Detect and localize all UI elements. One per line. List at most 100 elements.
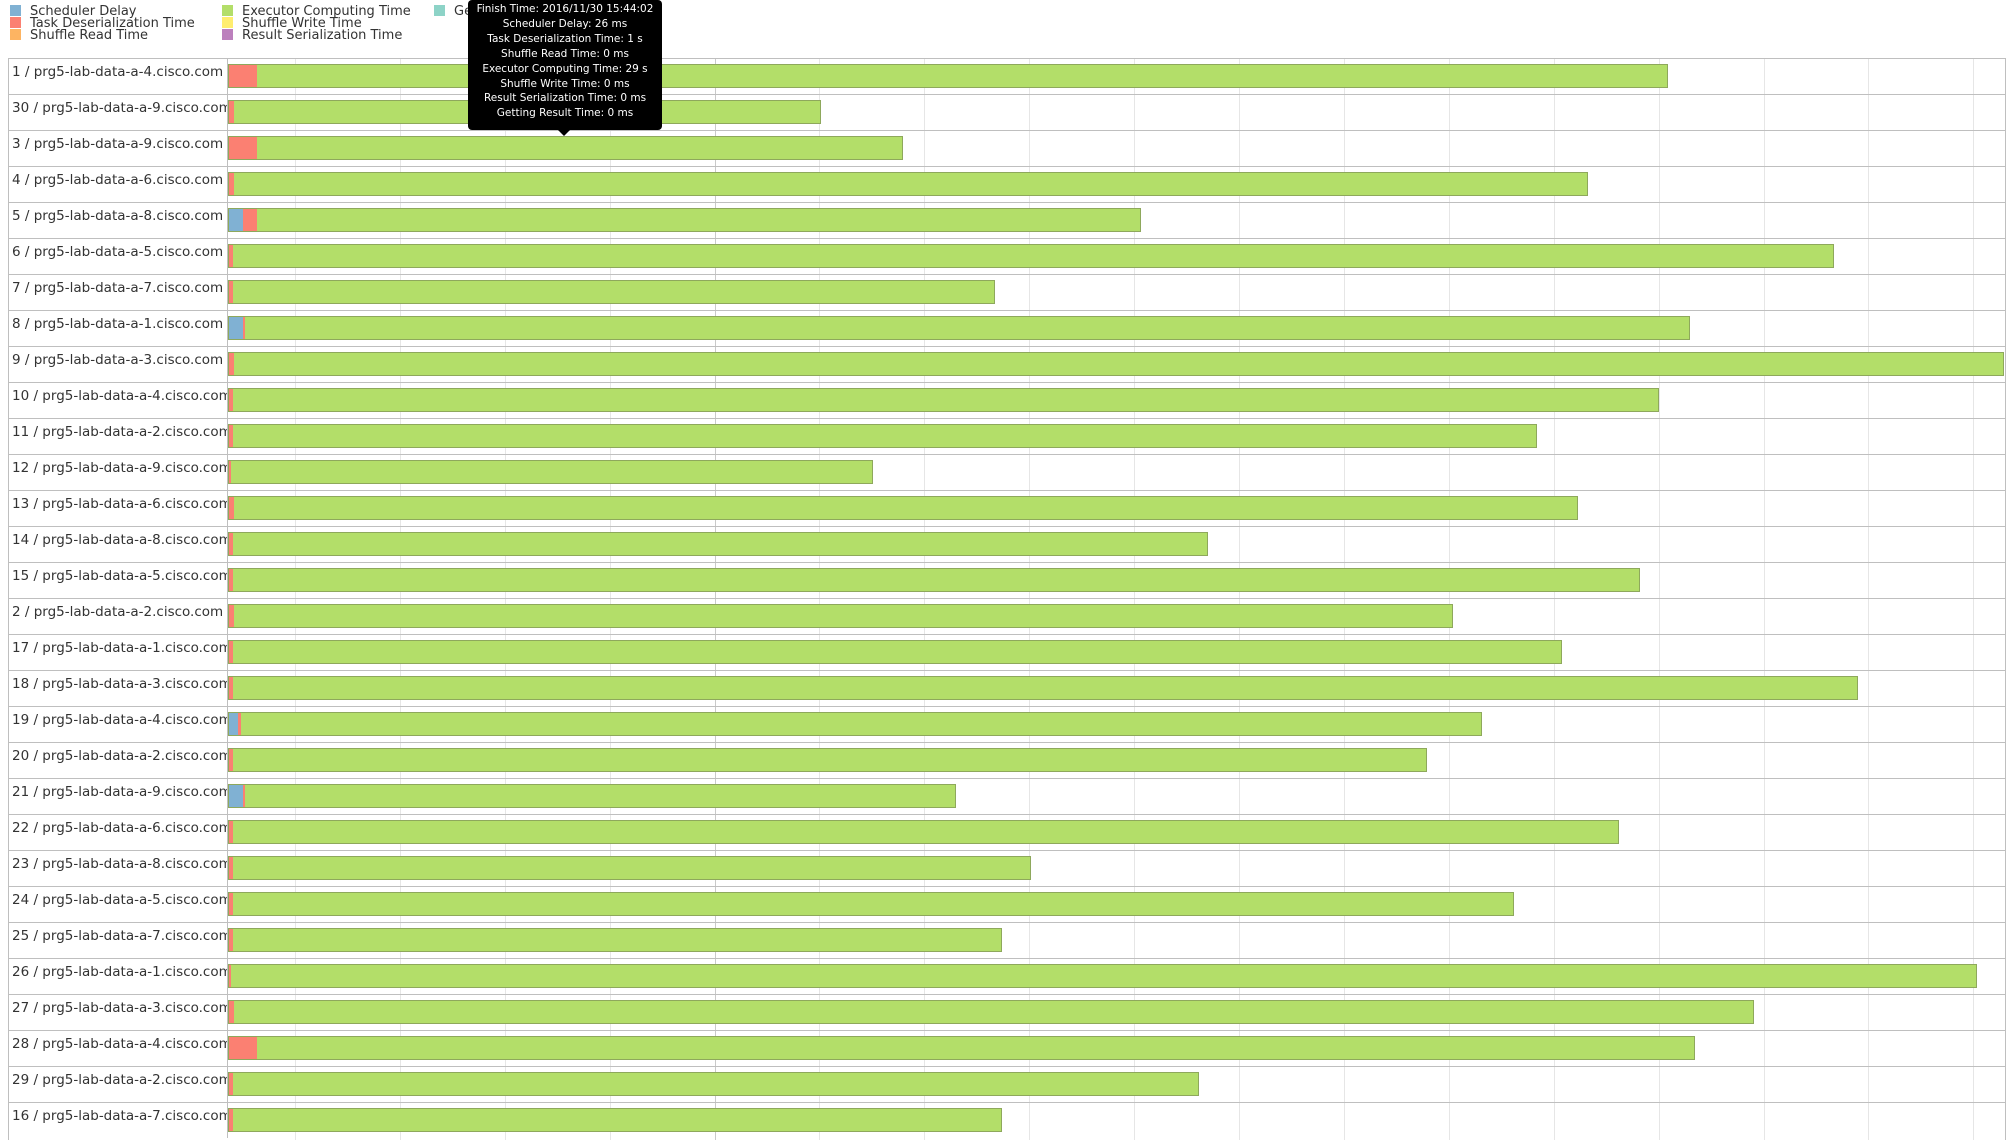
task-row-track — [228, 419, 2006, 454]
executor-computing-segment — [232, 1109, 1001, 1131]
legend-swatch-icon — [222, 5, 233, 16]
task-bar[interactable] — [228, 496, 1578, 520]
task-deserialization-segment — [229, 677, 233, 699]
timeline-gridline — [400, 58, 401, 1140]
task-timeline[interactable]: 1 / prg5-lab-data-a-4.cisco.com 30 / prg5… — [8, 58, 2006, 1140]
task-row: 3 / prg5-lab-data-a-9.cisco.com — [8, 130, 2006, 166]
task-bar[interactable] — [228, 352, 2004, 376]
task-deserialization-segment — [243, 209, 258, 231]
task-bar[interactable] — [228, 244, 1834, 268]
task-deserialization-segment — [229, 101, 235, 123]
task-row-label: 9 / prg5-lab-data-a-3.cisco.com — [8, 347, 228, 382]
task-row-label: 20 / prg5-lab-data-a-2.cisco.com — [8, 743, 228, 778]
task-bar[interactable] — [228, 136, 903, 160]
task-deserialization-segment — [229, 929, 233, 951]
timeline-gridline — [924, 58, 925, 1140]
executor-computing-segment — [230, 965, 1976, 987]
task-deserialization-segment — [229, 461, 231, 483]
task-row: 16 / prg5-lab-data-a-7.cisco.com — [8, 1102, 2006, 1138]
task-deserialization-segment — [237, 713, 242, 735]
task-bar[interactable] — [228, 568, 1640, 592]
task-bar[interactable] — [228, 712, 1482, 736]
task-row-track — [228, 671, 2006, 706]
task-row: 2 / prg5-lab-data-a-2.cisco.com — [8, 598, 2006, 634]
legend-item: Task Deserialization Time — [10, 16, 195, 31]
timeline-gridline — [505, 58, 506, 1140]
task-row-label: 13 / prg5-lab-data-a-6.cisco.com — [8, 491, 228, 526]
task-bar[interactable] — [228, 316, 1690, 340]
task-bar[interactable] — [228, 424, 1537, 448]
executor-computing-segment — [257, 1037, 1694, 1059]
task-row-label: 28 / prg5-lab-data-a-4.cisco.com — [8, 1031, 228, 1066]
task-bar[interactable] — [228, 928, 1002, 952]
task-row-track — [228, 779, 2006, 814]
legend-item: Scheduler Delay — [10, 4, 137, 19]
executor-computing-segment — [232, 821, 1618, 843]
task-row-track — [228, 167, 2006, 202]
task-row-track — [228, 455, 2006, 490]
task-row-label: 3 / prg5-lab-data-a-9.cisco.com — [8, 131, 228, 166]
task-row: 7 / prg5-lab-data-a-7.cisco.com — [8, 274, 2006, 310]
legend-item: Shuffle Read Time — [10, 28, 148, 43]
legend-label: Shuffle Read Time — [30, 28, 149, 43]
task-row-track — [228, 995, 2006, 1030]
task-row-label: 2 / prg5-lab-data-a-2.cisco.com — [8, 599, 228, 634]
task-bar[interactable] — [228, 1000, 1754, 1024]
task-row-track — [228, 563, 2006, 598]
task-bar[interactable] — [228, 64, 1668, 88]
timeline-gridline — [1134, 58, 1135, 1140]
task-deserialization-segment — [229, 353, 235, 375]
task-bar[interactable] — [228, 280, 995, 304]
task-row-track — [228, 815, 2006, 850]
task-row-track — [228, 1031, 2006, 1066]
task-row: 23 / prg5-lab-data-a-8.cisco.com — [8, 850, 2006, 886]
task-row-label: 30 / prg5-lab-data-a-9.cisco.com — [8, 95, 228, 130]
task-bar[interactable] — [228, 784, 956, 808]
task-row: 20 / prg5-lab-data-a-2.cisco.com — [8, 742, 2006, 778]
timeline-gridline — [1344, 58, 1345, 1140]
task-bar[interactable] — [228, 388, 1659, 412]
task-bar[interactable] — [228, 676, 1858, 700]
task-bar[interactable] — [228, 460, 873, 484]
task-row: 11 / prg5-lab-data-a-2.cisco.com — [8, 418, 2006, 454]
task-row: 1 / prg5-lab-data-a-4.cisco.com — [8, 58, 2006, 94]
task-row: 26 / prg5-lab-data-a-1.cisco.com — [8, 958, 2006, 994]
task-row-label: 8 / prg5-lab-data-a-1.cisco.com — [8, 311, 228, 346]
legend-label: Shuffle Write Time — [242, 16, 362, 31]
task-row-track — [228, 383, 2006, 418]
task-bar[interactable] — [228, 208, 1141, 232]
task-deserialization-segment — [229, 857, 233, 879]
task-row: 4 / prg5-lab-data-a-6.cisco.com — [8, 166, 2006, 202]
executor-computing-segment — [232, 533, 1207, 555]
task-bar[interactable] — [228, 1108, 1002, 1132]
task-bar[interactable] — [228, 172, 1588, 196]
task-row-track — [228, 131, 2006, 166]
task-row-track — [228, 959, 2006, 994]
timeline-gridline — [1659, 58, 1660, 1140]
task-row: 25 / prg5-lab-data-a-7.cisco.com — [8, 922, 2006, 958]
task-bar[interactable] — [228, 1036, 1695, 1060]
task-row: 8 / prg5-lab-data-a-1.cisco.com — [8, 310, 2006, 346]
task-row-track — [228, 707, 2006, 742]
task-row: 21 / prg5-lab-data-a-9.cisco.com — [8, 778, 2006, 814]
task-bar[interactable] — [228, 604, 1453, 628]
task-row: 13 / prg5-lab-data-a-6.cisco.com — [8, 490, 2006, 526]
task-row-track — [228, 635, 2006, 670]
task-bar[interactable] — [228, 856, 1031, 880]
task-bar[interactable] — [228, 532, 1208, 556]
task-deserialization-segment — [229, 425, 233, 447]
task-bar[interactable] — [228, 1072, 1199, 1096]
task-row-label: 19 / prg5-lab-data-a-4.cisco.com — [8, 707, 228, 742]
timeline-gridline — [1449, 58, 1450, 1140]
task-bar[interactable] — [228, 892, 1514, 916]
task-bar[interactable] — [228, 964, 1977, 988]
task-row-label: 12 / prg5-lab-data-a-9.cisco.com — [8, 455, 228, 490]
executor-computing-segment — [232, 425, 1536, 447]
task-bar[interactable] — [228, 820, 1619, 844]
timeline-gridline — [1868, 58, 1869, 1140]
task-deserialization-segment — [229, 245, 233, 267]
timeline-legend: Scheduler Delay Task Deserialization Time… — [10, 4, 570, 56]
task-bar[interactable] — [228, 748, 1427, 772]
task-deserialization-segment — [229, 1001, 235, 1023]
task-bar[interactable] — [228, 640, 1562, 664]
